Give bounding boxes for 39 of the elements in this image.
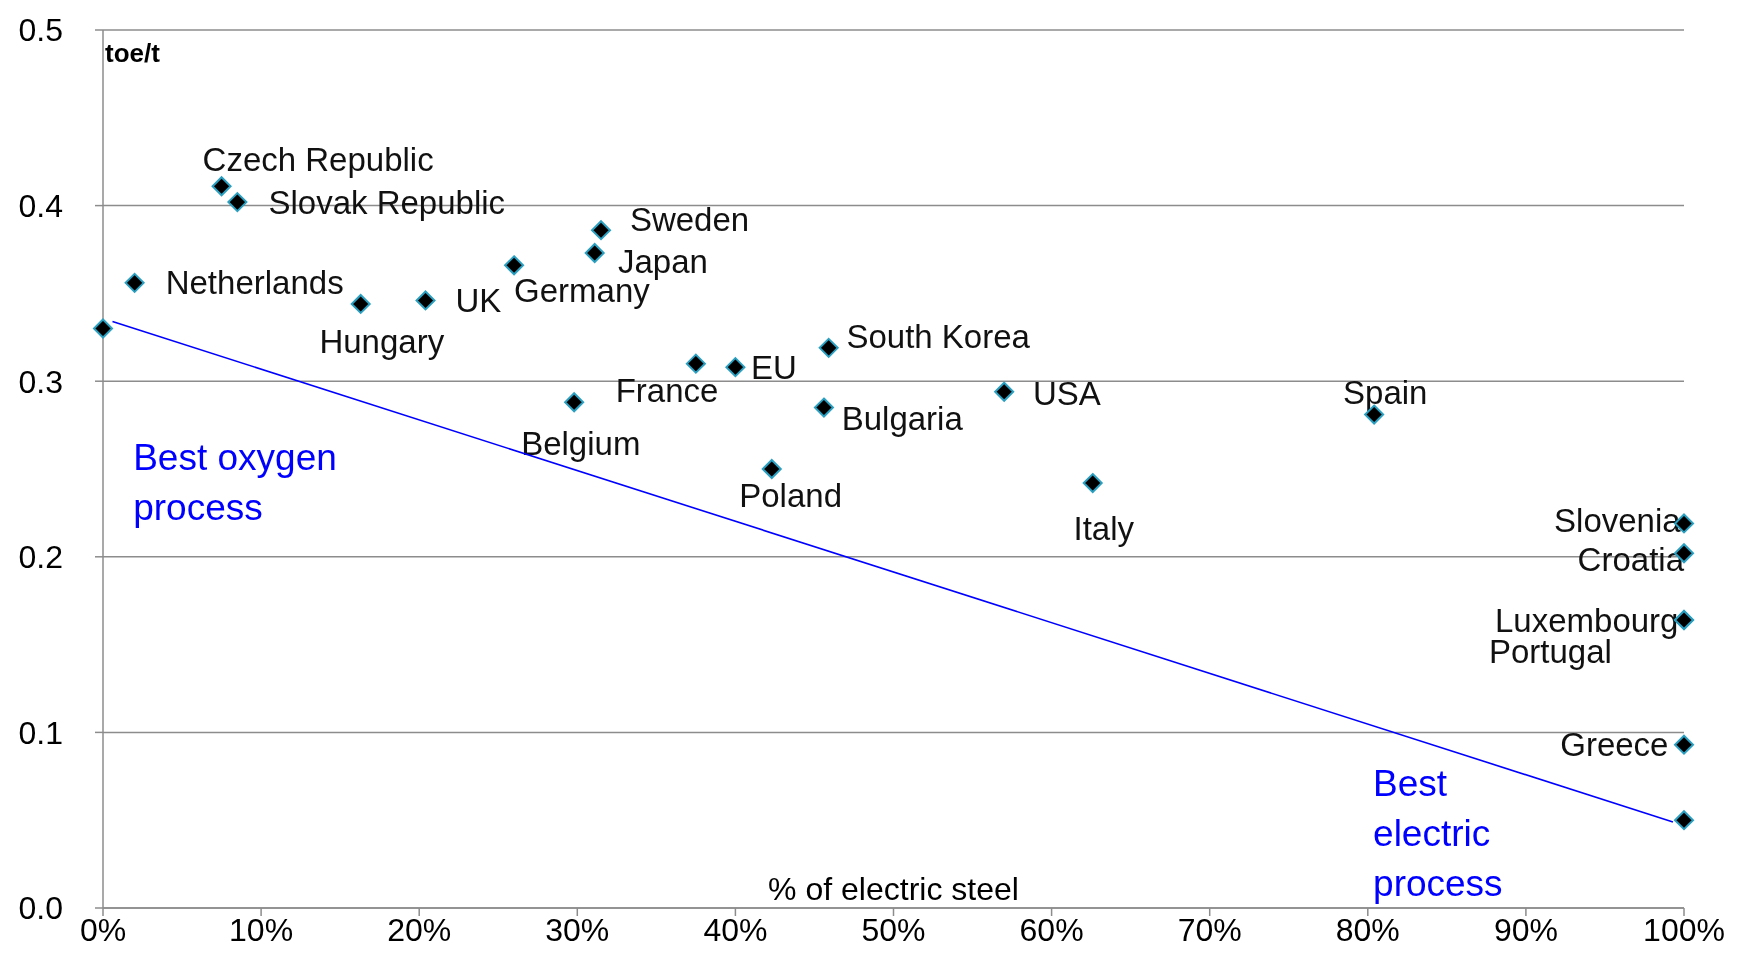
y-tick-label: 0.4 <box>18 187 63 224</box>
annotation: Bulgaria <box>841 400 964 438</box>
x-tick-label: 90% <box>1493 911 1558 948</box>
annotation: Hungary <box>319 323 445 361</box>
x-tick-label: 80% <box>1335 911 1400 948</box>
annotation: Best electric process <box>1373 762 1503 904</box>
x-tick-label: 0% <box>79 911 127 948</box>
annotation: Belgium <box>521 424 641 462</box>
y-tick-label: 0.0 <box>18 890 63 927</box>
annotation: Slovenia <box>1554 501 1682 539</box>
annotation: Netherlands <box>165 264 344 302</box>
x-tick-label: 20% <box>387 911 452 948</box>
annotation: Italy <box>1073 510 1135 548</box>
annotation: Greece <box>1560 726 1669 764</box>
y-tick-label: 0.2 <box>18 539 63 576</box>
annotation: Spain <box>1343 373 1428 411</box>
annotation: France <box>615 371 719 409</box>
x-tick-label: 40% <box>703 911 768 948</box>
y-tick-label: 0.3 <box>18 363 63 400</box>
x-tick-label: 100% <box>1643 911 1725 948</box>
annotation: Croatia <box>1577 541 1685 579</box>
y-tick-label: 0.5 <box>18 12 63 49</box>
annotation: EU <box>750 348 797 386</box>
annotation: Sweden <box>629 200 750 238</box>
annotation: Czech Republic <box>202 141 434 179</box>
x-axis-title: % of electric steel <box>768 871 1019 907</box>
annotation: South Korea <box>846 318 1031 356</box>
x-tick-label: 70% <box>1177 911 1242 948</box>
y-tick-label: 0.1 <box>18 714 63 751</box>
annotation: USA <box>1033 375 1101 413</box>
x-tick-label: 50% <box>861 911 926 948</box>
x-tick-label: 10% <box>229 911 294 948</box>
annotation: Slovak Republic <box>268 183 506 221</box>
annotation: Poland <box>739 477 843 515</box>
x-tick-label: 30% <box>545 911 610 948</box>
x-tick-label: 60% <box>1019 911 1084 948</box>
y-axis-title: toe/t <box>105 38 161 68</box>
annotation: Best oxygen process <box>133 436 337 528</box>
annotation: UK <box>455 281 502 319</box>
